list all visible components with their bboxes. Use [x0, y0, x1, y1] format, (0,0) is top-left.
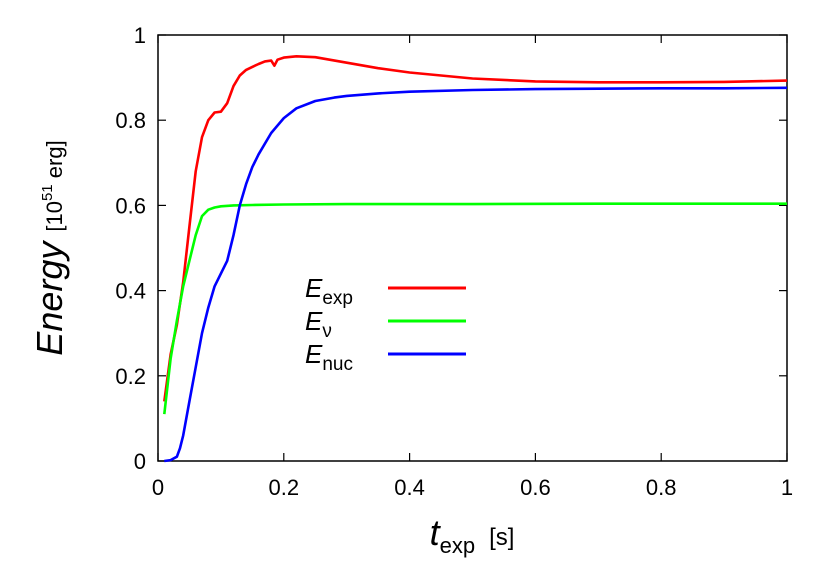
y-axis-title: Energy [1051 erg]: [29, 140, 70, 355]
y-tick-label: 0.8: [115, 108, 146, 133]
x-axis-title-main: t: [430, 512, 442, 553]
y-axis-title-unit-prefix: [10: [42, 201, 67, 232]
x-axis-title-unit: [s]: [489, 524, 514, 551]
plot-frame: [157, 34, 788, 462]
legend-label-sub: nuc: [322, 354, 353, 375]
series-line-exp: [163, 55, 788, 402]
x-tick-label: 0.8: [646, 475, 677, 500]
x-tick-label: 0.2: [269, 475, 300, 500]
legend-label-main: E: [305, 273, 323, 303]
y-tick-label: 0: [134, 449, 146, 474]
x-axis-title-sub: exp: [440, 533, 475, 558]
series-line-ν: [163, 202, 787, 415]
x-axis-title: texp [s]: [430, 512, 515, 558]
series-line-nuc: [164, 86, 788, 463]
x-tick-label: 0.6: [520, 475, 551, 500]
x-tick-label: 1: [781, 475, 793, 500]
x-tick-label: 0: [152, 475, 164, 500]
legend-label-sub: exp: [322, 288, 353, 309]
y-tick-label: 0.4: [115, 279, 146, 304]
y-tick-label: 1: [134, 23, 146, 48]
y-tick-label: 0.2: [115, 364, 146, 389]
legend-label-sub: ν: [322, 321, 332, 342]
y-axis-title-unit-suffix: erg]: [42, 140, 67, 184]
x-tick-label: 0.4: [394, 475, 425, 500]
legend-label-main: E: [305, 306, 323, 336]
series-lines: [163, 55, 788, 463]
axis-ticks: 0 0.2 0.4 0.6 0.8 1 0 0.2 0.4 0.6 0.8 1: [115, 23, 793, 500]
y-axis-title-main: Energy: [29, 240, 70, 356]
y-tick-label: 0.6: [115, 193, 146, 218]
y-axis-title-unit-sup: 51: [39, 184, 56, 201]
legend-label-exp: Eexp: [305, 273, 353, 309]
legend-label-nuc: Enuc: [305, 339, 353, 375]
legend-label-main: E: [305, 339, 323, 369]
legend-label-ν: Eν: [305, 306, 332, 342]
